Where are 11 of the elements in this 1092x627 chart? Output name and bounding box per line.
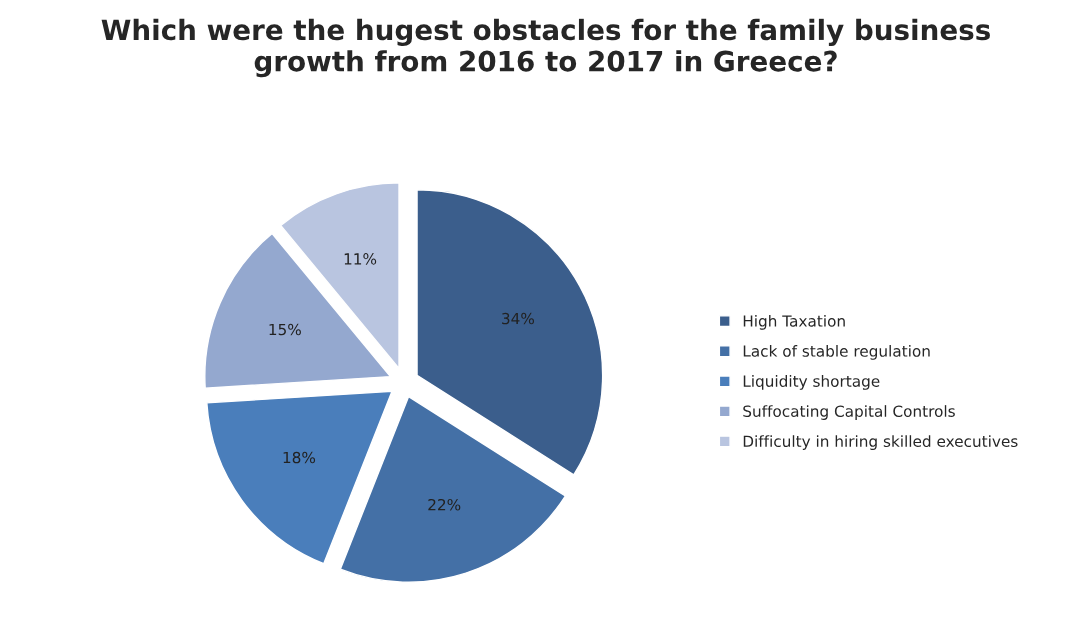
- legend-label: Lack of stable regulation: [743, 345, 930, 360]
- data-label: 18%: [283, 451, 316, 464]
- data-label: 34%: [502, 312, 535, 325]
- legend-label: Suffocating Capital Controls: [743, 405, 955, 420]
- legend-label: Difficulty in hiring skilled executives: [743, 435, 1018, 450]
- data-label: 15%: [269, 323, 301, 336]
- legend-label: High Taxation: [743, 314, 845, 330]
- chart-title: Which were the hugest obstacles for the family business growth from 2016 to 2017 in Greece?: [101, 18, 990, 78]
- legend-label: Liquidity shortage: [743, 375, 880, 390]
- data-label: 11%: [344, 253, 377, 265]
- data-label: 22%: [428, 498, 461, 511]
